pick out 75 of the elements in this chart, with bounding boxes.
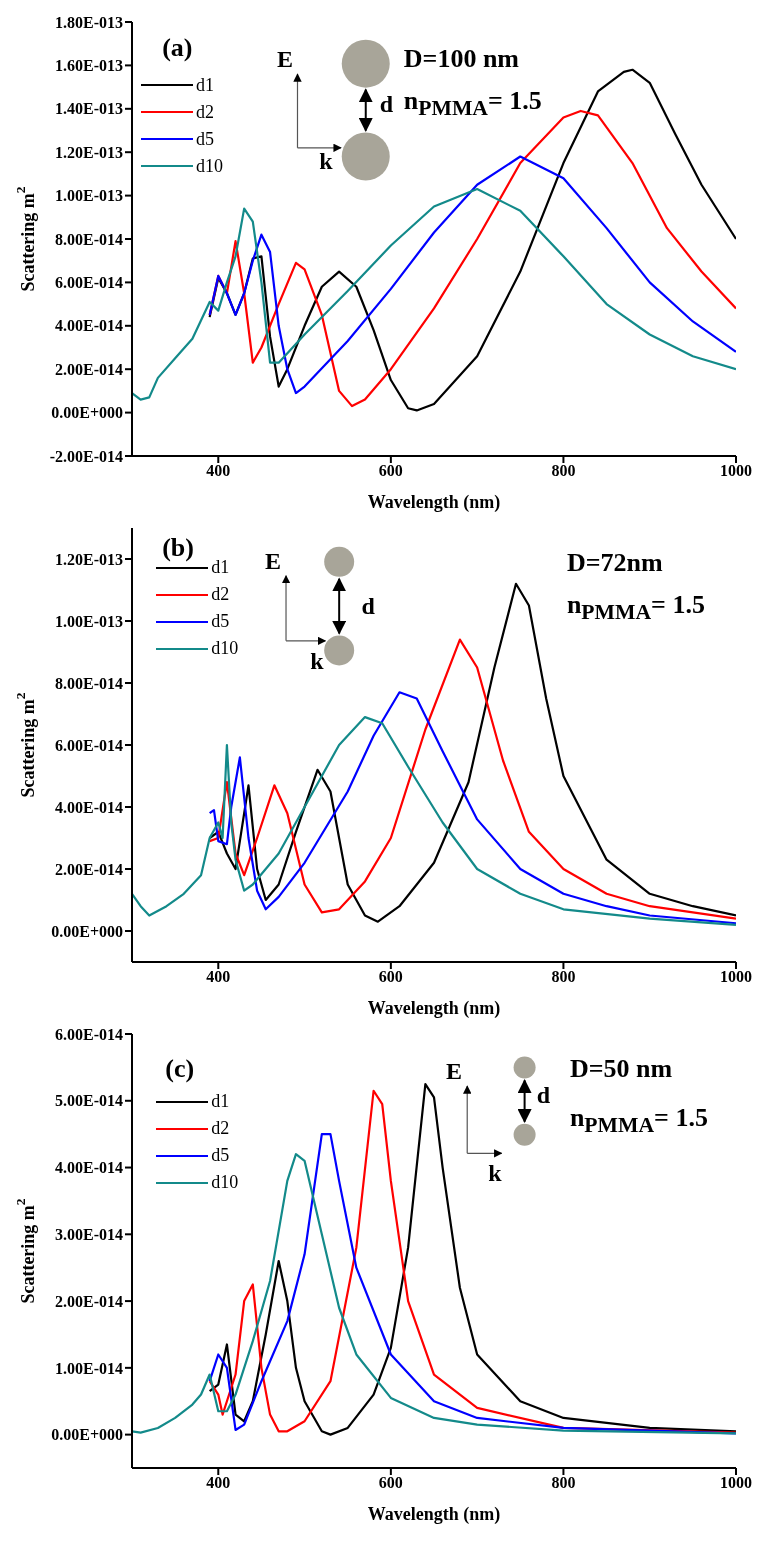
annotation: (b) <box>162 533 194 563</box>
y-tick-label: 1.00E-013 <box>55 187 123 205</box>
x-tick-label: 600 <box>378 462 403 480</box>
annotation: E <box>446 1057 463 1084</box>
x-tick-label: 600 <box>378 1474 403 1492</box>
legend-label: d5 <box>211 1144 230 1168</box>
y-tick-label: 0.00E+000 <box>51 1426 123 1444</box>
y-tick-label: 0.00E+000 <box>51 404 123 422</box>
y-tick-label: 3.00E-014 <box>55 1225 123 1243</box>
annotation: n$_{PMMA}$= 1.5 <box>403 86 542 121</box>
y-tick-label: 0.00E+000 <box>51 922 123 940</box>
y-tick-label: 1.60E-013 <box>55 57 123 75</box>
line-series <box>132 716 736 926</box>
annotation: k <box>319 147 333 174</box>
annotation: (a) <box>162 33 193 63</box>
y-tick-label: 1.00E-013 <box>55 612 123 630</box>
x-tick-label: 800 <box>551 462 576 480</box>
y-tick-label: 1.20E-013 <box>55 550 123 568</box>
x-tick-label: 1000 <box>720 968 752 986</box>
legend-label: d1 <box>196 73 215 97</box>
y-tick-label: 8.00E-014 <box>55 674 123 692</box>
annotation: k <box>310 648 324 675</box>
legend-label: d2 <box>196 100 215 124</box>
y-tick-label: 4.00E-014 <box>55 317 123 335</box>
annotation: k <box>488 1159 502 1186</box>
annotation: d <box>361 593 375 620</box>
y-tick-label: 8.00E-014 <box>55 230 123 248</box>
x-axis-title: Wavelength (nm) <box>367 1504 501 1525</box>
y-tick-label: 4.00E-014 <box>55 798 123 816</box>
annotation: E <box>276 45 293 72</box>
y-tick-label: 2.00E-014 <box>55 860 123 878</box>
legend-label: d10 <box>211 637 239 661</box>
line-series <box>208 582 736 923</box>
x-tick-label: 400 <box>206 1474 231 1492</box>
line-series <box>132 187 736 401</box>
legend-label: d1 <box>211 1090 230 1114</box>
y-tick-label: 1.20E-013 <box>55 143 123 161</box>
y-tick-label: 4.00E-014 <box>55 1159 123 1177</box>
annotation: D=50 nm <box>569 1053 673 1083</box>
y-tick-label: 5.00E-014 <box>55 1092 123 1110</box>
legend-label: d10 <box>196 154 224 178</box>
y-tick-label: 6.00E-014 <box>55 736 123 754</box>
annotation: d <box>536 1081 551 1108</box>
line-series <box>208 691 736 925</box>
x-tick-label: 1000 <box>720 462 752 480</box>
legend-label: d5 <box>211 610 230 634</box>
annotation: E <box>264 547 281 574</box>
y-tick-label: 2.00E-014 <box>55 1292 123 1310</box>
y-tick-label: 1.40E-013 <box>55 100 123 118</box>
legend-label: d10 <box>211 1171 239 1195</box>
y-tick-label: 1.80E-013 <box>55 13 123 31</box>
legend-label: d5 <box>196 127 215 151</box>
legend-label: d2 <box>211 583 230 607</box>
x-tick-label: 800 <box>551 968 576 986</box>
x-tick-label: 600 <box>378 968 403 986</box>
x-tick-label: 400 <box>206 462 231 480</box>
annotation: D=100 nm <box>403 43 520 73</box>
annotation: d <box>379 91 393 118</box>
y-tick-label: 6.00E-014 <box>55 274 123 292</box>
x-tick-label: 1000 <box>720 1474 752 1492</box>
line-series <box>208 638 736 920</box>
y-tick-label: 1.00E-014 <box>55 1359 123 1377</box>
y-tick-label: 6.00E-014 <box>55 1025 123 1043</box>
x-tick-label: 400 <box>206 968 231 986</box>
x-axis-title: Wavelength (nm) <box>367 492 501 513</box>
annotation: (c) <box>165 1053 195 1083</box>
x-axis-title: Wavelength (nm) <box>367 998 501 1019</box>
legend-label: d2 <box>211 1117 230 1141</box>
legend-label: d1 <box>211 556 230 580</box>
x-tick-label: 800 <box>551 1474 576 1492</box>
y-tick-label: -2.00E-014 <box>49 447 123 465</box>
annotation: D=72nm <box>566 547 663 577</box>
y-tick-label: 2.00E-014 <box>55 360 123 378</box>
annotation: n$_{PMMA}$= 1.5 <box>569 1102 708 1138</box>
annotation: n$_{PMMA}$= 1.5 <box>566 589 705 625</box>
